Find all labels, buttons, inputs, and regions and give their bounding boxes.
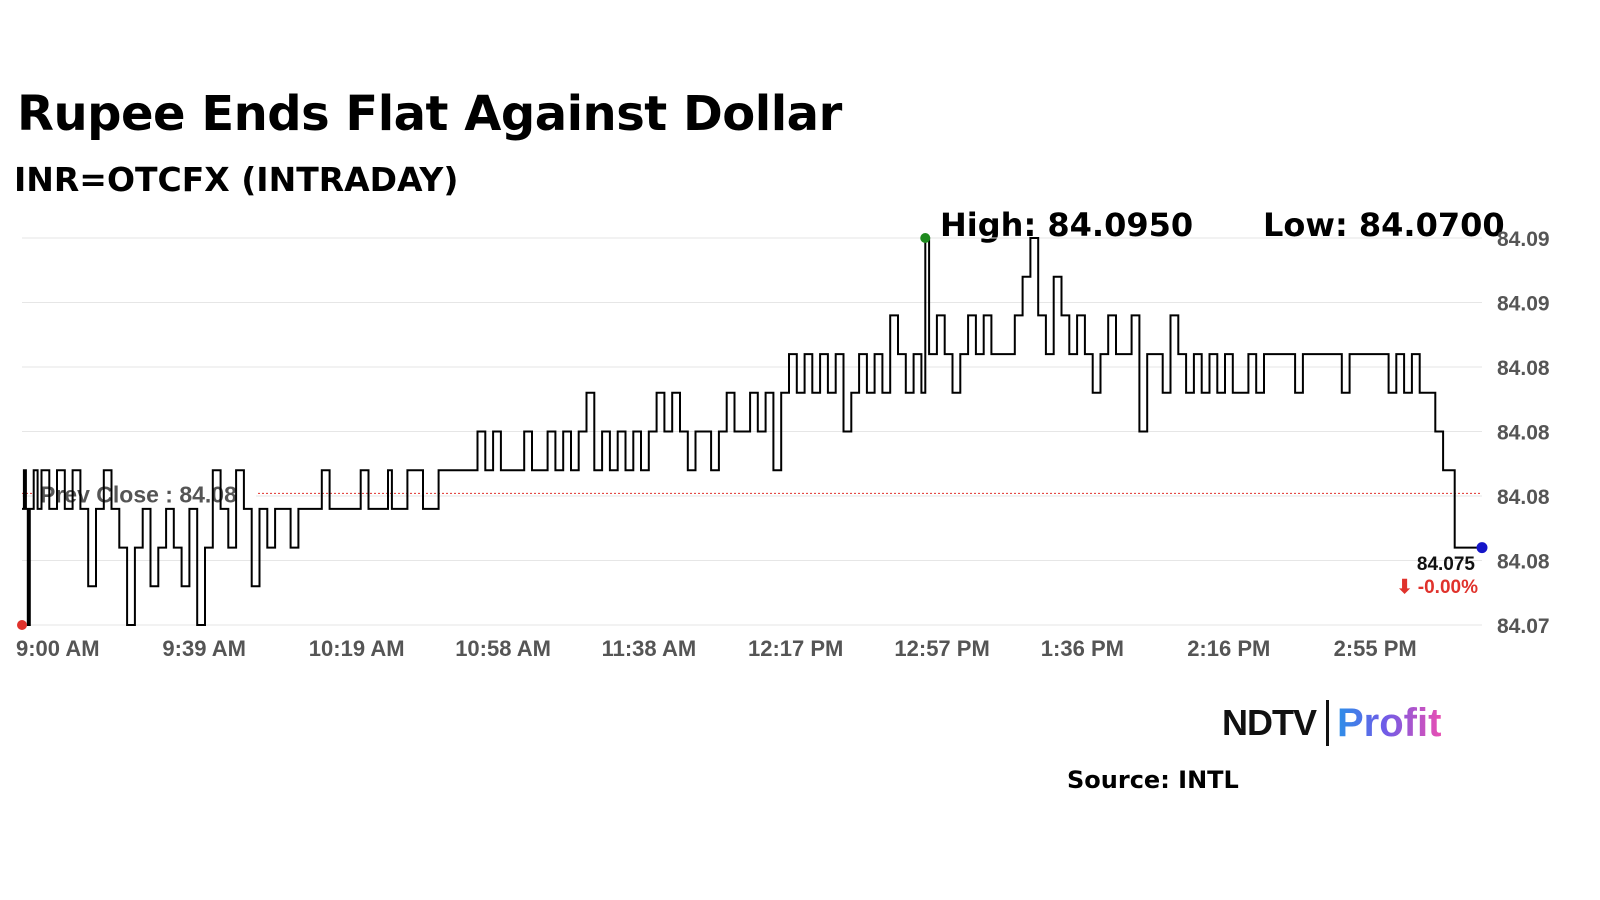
x-tick-label: 10:19 AM bbox=[309, 636, 405, 661]
x-tick-label: 9:39 AM bbox=[162, 636, 246, 661]
chart-subtitle: INR=OTCFX (INTRADAY) bbox=[14, 160, 459, 199]
markers: 84.075⬇ -0.00% bbox=[17, 233, 1488, 630]
x-tick-label: 9:00 AM bbox=[16, 636, 100, 661]
y-tick-label: 84.07 bbox=[1497, 615, 1550, 638]
x-tick-label: 2:16 PM bbox=[1187, 636, 1270, 661]
y-tick-label: 84.09 bbox=[1497, 228, 1550, 251]
logo-ndtv: NDTV bbox=[1222, 702, 1317, 743]
logo-divider bbox=[1326, 700, 1329, 746]
prev-close-label: Prev Close : 84.08 bbox=[40, 481, 237, 507]
y-tick-label: 84.09 bbox=[1497, 293, 1550, 316]
ndtv-profit-logo: NDTV Profit bbox=[1222, 700, 1441, 750]
x-tick-label: 11:38 AM bbox=[602, 636, 697, 661]
logo-profit: Profit bbox=[1337, 700, 1442, 745]
y-tick-label: 84.08 bbox=[1497, 357, 1550, 380]
y-tick-label: 84.08 bbox=[1497, 422, 1550, 445]
y-tick-label: 84.08 bbox=[1497, 551, 1550, 574]
price-series bbox=[22, 237, 1482, 626]
x-tick-label: 10:58 AM bbox=[455, 636, 551, 661]
last-marker bbox=[1476, 542, 1488, 554]
high-marker bbox=[920, 233, 931, 243]
last-value-label: 84.075 bbox=[1417, 554, 1476, 575]
source-label: Source: INTL bbox=[1067, 766, 1239, 794]
last-change-label: ⬇ -0.00% bbox=[1397, 577, 1479, 598]
prev-close-label-bg bbox=[34, 477, 256, 508]
low-marker bbox=[17, 620, 27, 630]
series-line bbox=[22, 237, 1482, 626]
x-axis: 9:00 AM 9:39 AM 10:19 AM 10:58 AM 11:38 AM 12… bbox=[16, 636, 1417, 661]
y-axis: 84.09 84.09 84.08 84.08 84.08 84.08 84.07 bbox=[1497, 228, 1550, 638]
y-tick-label: 84.08 bbox=[1497, 486, 1550, 509]
grid-lines bbox=[22, 237, 1482, 626]
chart-title: Rupee Ends Flat Against Dollar bbox=[17, 86, 842, 142]
prev-close: Prev Close : 84.08 bbox=[22, 477, 1482, 508]
x-tick-label: 2:55 PM bbox=[1334, 636, 1417, 661]
x-tick-label: 12:17 PM bbox=[748, 636, 843, 661]
x-tick-label: 12:57 PM bbox=[894, 636, 989, 661]
x-tick-label: 1:36 PM bbox=[1041, 636, 1124, 661]
